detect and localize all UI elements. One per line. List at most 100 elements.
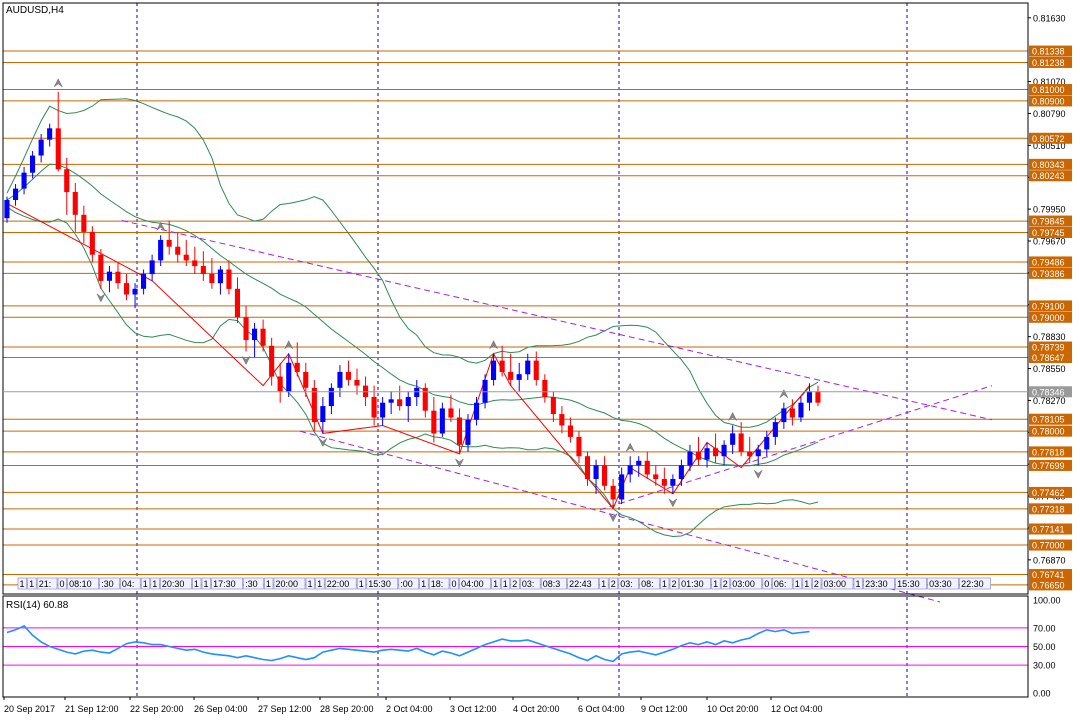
level-price-tag xyxy=(1029,459,1072,471)
level-price-text: 0.80343 xyxy=(1032,160,1065,170)
level-price-text: 0.78739 xyxy=(1032,343,1065,353)
bear-candle xyxy=(559,406,565,434)
bull-candle xyxy=(4,196,10,223)
candle-body xyxy=(550,397,556,415)
time-tag-text: 03: xyxy=(620,579,633,589)
rsi-tick-label: 0.00 xyxy=(1033,689,1051,699)
bull-candle xyxy=(670,474,676,494)
level-price-text: 0.78000 xyxy=(1032,427,1065,437)
candle-body xyxy=(465,419,471,445)
time-tag-text: 22:30 xyxy=(961,579,984,589)
candle-body xyxy=(106,271,112,281)
time-tag-box xyxy=(366,577,399,590)
price-axis: 0.816300.810700.807900.805100.802300.799… xyxy=(2,2,1072,698)
time-tag-box xyxy=(356,577,367,590)
time-tag-text: 20:00 xyxy=(276,579,299,589)
time-tag-text: :30 xyxy=(245,579,258,589)
time-tag-box xyxy=(608,577,619,590)
candle-body xyxy=(13,188,19,200)
time-tag-box xyxy=(243,577,264,590)
time-tick-label: 10 Oct 20:00 xyxy=(707,704,759,714)
trend-lines xyxy=(6,202,993,603)
bull-candle xyxy=(252,322,258,358)
candle-body xyxy=(414,387,420,397)
bull-candle xyxy=(141,269,147,295)
candle-body xyxy=(781,408,787,423)
time-tick-label: 27 Sep 12:00 xyxy=(258,704,312,714)
candle-body xyxy=(730,433,736,445)
level-price-text: 0.76650 xyxy=(1032,580,1065,590)
bull-candle xyxy=(286,353,292,397)
time-tag-box xyxy=(895,577,927,590)
candle-body xyxy=(559,414,565,426)
candle-body xyxy=(422,387,428,411)
bull-candle xyxy=(47,123,53,147)
time-tag-text: :00 xyxy=(400,579,413,589)
candle-body xyxy=(474,402,480,420)
bull-candle xyxy=(806,383,812,411)
candle-body xyxy=(277,376,283,392)
bull-candle xyxy=(687,444,693,472)
candle-body xyxy=(21,172,27,189)
bull-candle xyxy=(798,397,804,423)
time-tag-text: 03:00 xyxy=(732,579,755,589)
time-tag-box xyxy=(211,577,243,590)
candle-body xyxy=(439,408,445,434)
level-price-text: 0.81338 xyxy=(1032,47,1065,57)
candle-body xyxy=(303,371,309,388)
time-tag-text: 1 xyxy=(308,579,313,589)
price-tick-label: 0.79670 xyxy=(1033,236,1066,246)
bear-candle xyxy=(55,91,61,172)
time-tick-label: 9 Oct 12:00 xyxy=(641,704,688,714)
time-tick-label: 20 Sep 2017 xyxy=(4,704,55,714)
time-tag-text: 22:43 xyxy=(569,579,592,589)
fractal-up-marker xyxy=(53,78,63,88)
bear-candle xyxy=(243,305,249,352)
bull-candle xyxy=(755,444,761,466)
bear-candle xyxy=(294,342,300,377)
time-tag-text: 18: xyxy=(431,579,444,589)
candle-body xyxy=(115,271,121,284)
time-tag-text: 2 xyxy=(723,579,728,589)
candle-body xyxy=(636,460,642,466)
level-price-tag xyxy=(1029,311,1072,323)
time-tag-box xyxy=(160,577,192,590)
time-tag-text: 03:30 xyxy=(929,579,952,589)
time-tick-label: 12 Oct 04:00 xyxy=(771,704,823,714)
candle-body xyxy=(525,360,531,375)
bear-candle xyxy=(200,251,206,281)
bull-candle xyxy=(465,414,471,452)
level-price-tag xyxy=(1029,170,1072,182)
candle-body xyxy=(192,260,198,267)
time-tag-text: 1 xyxy=(20,579,25,589)
candle-body xyxy=(158,239,164,261)
bull-candle xyxy=(38,133,44,163)
bear-candle xyxy=(602,456,608,491)
candle-body xyxy=(98,254,104,281)
bull-candle xyxy=(781,402,787,429)
bear-candle xyxy=(713,433,719,464)
candle-body xyxy=(30,155,36,173)
time-tag-box xyxy=(567,577,599,590)
time-tags: 1 1 21: 0 08:10:30 04: 1 1 20:30 1 1 17:30:30 1 20:00… xyxy=(17,577,991,590)
level-price-tag xyxy=(1029,215,1072,227)
level-price-text: 0.78647 xyxy=(1032,353,1065,363)
lower-band xyxy=(6,206,819,538)
level-price-tag xyxy=(1029,56,1072,68)
time-tag-text: 1 xyxy=(795,579,800,589)
bear-candle xyxy=(277,362,283,403)
time-tag-box xyxy=(57,577,67,590)
fractal-down-marker xyxy=(241,356,251,366)
time-tick-label: 6 Oct 04:00 xyxy=(578,704,625,714)
time-tick-label: 3 Oct 12:00 xyxy=(450,704,497,714)
candle-body xyxy=(687,451,693,466)
time-tag-box xyxy=(419,577,429,590)
candle-body xyxy=(619,474,625,500)
bear-candle xyxy=(64,157,70,215)
bear-candle xyxy=(422,383,428,418)
candle-body xyxy=(576,436,582,457)
candle-body xyxy=(593,465,599,479)
channel-upper-line xyxy=(121,220,993,421)
